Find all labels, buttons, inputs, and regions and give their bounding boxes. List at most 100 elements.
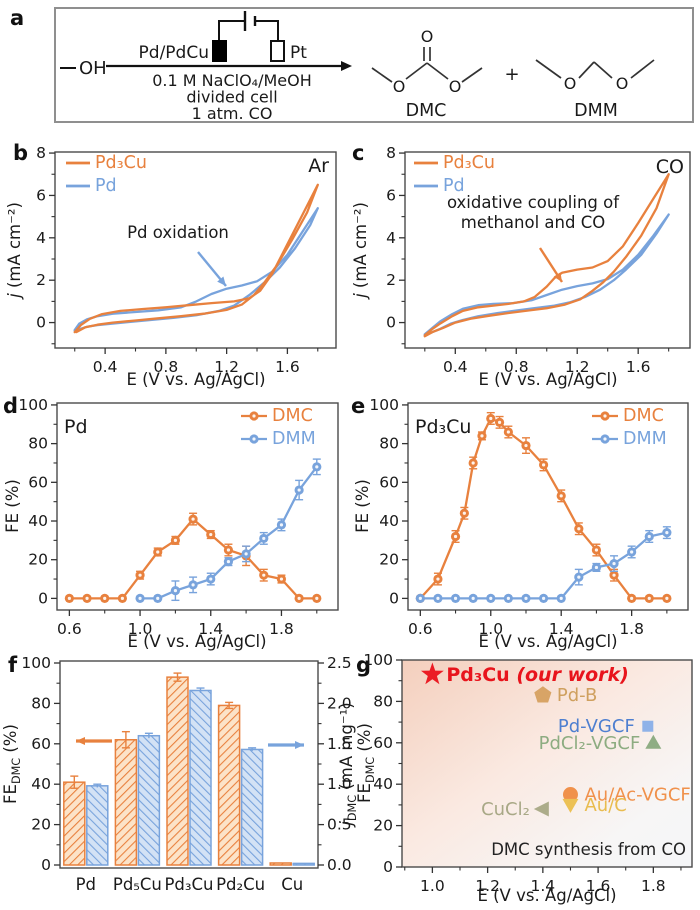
- svg-text:divided cell: divided cell: [186, 88, 277, 107]
- svg-text:E (V vs. Ag/AgCl): E (V vs. Ag/AgCl): [478, 370, 617, 389]
- svg-text:E (V vs. Ag/AgCl): E (V vs. Ag/AgCl): [126, 370, 265, 389]
- svg-text:100: 100: [21, 654, 51, 672]
- panel-letter-e: e: [351, 394, 366, 418]
- svg-text:0.1 M NaClO₄/MeOH: 0.1 M NaClO₄/MeOH: [152, 71, 311, 90]
- panel-d-chart: 0.6 1.0 1.4 1.8 0 20 40 60 80 100 E (V vs. Ag/AgCl…: [3, 396, 339, 651]
- svg-text:0.4: 0.4: [443, 358, 468, 376]
- svg-text:0: 0: [38, 589, 48, 607]
- panel-g-chart: 1.0 1.2 1.4 1.6 1.8 0 20 40 60 80 100 E (V vs. Ag/A…: [355, 651, 693, 905]
- svg-text:CuCl₂: CuCl₂: [481, 799, 530, 820]
- svg-text:Au/C: Au/C: [584, 795, 626, 816]
- svg-text:8: 8: [36, 144, 46, 162]
- svg-text:FEDMC (%): FEDMC (%): [1, 724, 23, 804]
- panel-letter-a: a: [10, 6, 25, 30]
- svg-text:DMM: DMM: [623, 429, 667, 449]
- svg-text:1.6: 1.6: [586, 877, 611, 895]
- svg-text:0.0: 0.0: [327, 856, 352, 874]
- panel-c-chart: 0.4 0.8 1.2 1.6 0 2 4 6 8 E (V vs. Ag/AgCl) j (mA …: [351, 144, 691, 389]
- svg-text:DMC: DMC: [406, 101, 447, 121]
- svg-text:1.4: 1.4: [198, 620, 223, 638]
- svg-text:80: 80: [379, 435, 399, 453]
- svg-text:1.4: 1.4: [549, 620, 574, 638]
- svg-text:60: 60: [31, 735, 51, 753]
- svg-text:0: 0: [36, 314, 46, 332]
- svg-text:40: 40: [373, 775, 393, 793]
- svg-text:0.5: 0.5: [327, 816, 352, 834]
- svg-text:20: 20: [373, 817, 393, 835]
- svg-text:2.5: 2.5: [327, 654, 352, 672]
- svg-text:Au/Ac-VGCF: Au/Ac-VGCF: [584, 785, 690, 806]
- svg-text:40: 40: [31, 775, 51, 793]
- svg-text:4: 4: [36, 229, 46, 247]
- svg-text:2: 2: [36, 271, 46, 289]
- svg-text:O: O: [393, 77, 406, 96]
- svg-text:Pd oxidation: Pd oxidation: [127, 223, 229, 242]
- panel-letter-c: c: [352, 141, 365, 165]
- svg-text:2: 2: [386, 271, 396, 289]
- svg-text:1.0: 1.0: [420, 877, 445, 895]
- svg-text:60: 60: [28, 473, 48, 491]
- svg-text:20: 20: [379, 551, 399, 569]
- svg-text:Pd₃Cu: Pd₃Cu: [95, 153, 147, 173]
- svg-text:Ar: Ar: [308, 155, 329, 177]
- svg-text:Cu: Cu: [281, 875, 303, 894]
- svg-text:Pd₃Cu: Pd₃Cu: [164, 875, 213, 894]
- svg-text:20: 20: [28, 551, 48, 569]
- svg-text:0: 0: [41, 856, 51, 874]
- svg-text:Pd: Pd: [443, 176, 465, 196]
- panel-letter-d: d: [3, 394, 19, 418]
- svg-text:Pt: Pt: [290, 43, 307, 63]
- panel-letter-f: f: [8, 653, 18, 677]
- svg-text:O: O: [616, 74, 629, 93]
- svg-text:60: 60: [379, 473, 399, 491]
- svg-text:100: 100: [369, 396, 399, 414]
- svg-text:DMC: DMC: [272, 406, 313, 426]
- svg-text:100: 100: [363, 651, 393, 669]
- svg-text:methanol and CO: methanol and CO: [461, 213, 605, 232]
- svg-text:60: 60: [373, 734, 393, 752]
- svg-text:1.8: 1.8: [269, 620, 294, 638]
- svg-text:E (V vs. Ag/AgCl): E (V vs. Ag/AgCl): [127, 632, 266, 651]
- svg-text:2.0: 2.0: [327, 694, 352, 712]
- svg-text:Pd: Pd: [76, 875, 96, 894]
- svg-text:Pd₃Cu: Pd₃Cu: [443, 153, 495, 173]
- svg-text:40: 40: [379, 512, 399, 530]
- svg-text:6: 6: [386, 186, 396, 204]
- svg-text:Pd₃Cu (our work): Pd₃Cu (our work): [446, 664, 629, 686]
- svg-text:Pd₂Cu: Pd₂Cu: [216, 875, 265, 894]
- svg-text:j (mA cm⁻²): j (mA cm⁻²): [5, 202, 24, 300]
- svg-text:1 atm. CO: 1 atm. CO: [192, 104, 273, 123]
- svg-text:20: 20: [31, 816, 51, 834]
- svg-text:0.8: 0.8: [154, 358, 179, 376]
- svg-text:OH: OH: [79, 58, 107, 79]
- panel-b-chart: 0.4 0.8 1.2 1.6 0 2 4 6 8 E (V vs. Ag/AgCl) j (mA …: [5, 144, 337, 389]
- svg-text:E (V vs. Ag/AgCl): E (V vs. Ag/AgCl): [478, 632, 617, 651]
- svg-text:1.2: 1.2: [475, 877, 500, 895]
- svg-text:80: 80: [373, 692, 393, 710]
- svg-text:FE (%): FE (%): [3, 479, 22, 533]
- svg-text:Pd/PdCu: Pd/PdCu: [139, 43, 209, 63]
- svg-text:E (V vs. Ag/AgCl): E (V vs. Ag/AgCl): [477, 886, 616, 905]
- svg-text:Pd: Pd: [64, 416, 88, 438]
- svg-text:+: +: [504, 64, 519, 85]
- svg-text:DMM: DMM: [272, 429, 316, 449]
- svg-text:1.0: 1.0: [327, 775, 352, 793]
- svg-text:1.5: 1.5: [327, 735, 352, 753]
- panel-letter-g: g: [356, 653, 372, 677]
- svg-text:oxidative coupling of: oxidative coupling of: [447, 193, 620, 212]
- svg-text:40: 40: [28, 512, 48, 530]
- svg-text:0.6: 0.6: [57, 620, 82, 638]
- svg-text:DMC synthesis from CO: DMC synthesis from CO: [491, 840, 686, 859]
- svg-text:0: 0: [383, 858, 393, 876]
- svg-text:1.0: 1.0: [128, 620, 153, 638]
- panel-e-chart: 0.6 1.0 1.4 1.8 0 20 40 60 80 100 E (V vs. Ag/AgCl…: [353, 396, 689, 651]
- svg-text:1.6: 1.6: [626, 358, 651, 376]
- svg-text:PdCl₂-VGCF: PdCl₂-VGCF: [539, 733, 641, 754]
- svg-text:1.4: 1.4: [531, 877, 556, 895]
- svg-text:jDMC (mA mg⁻¹): jDMC (mA mg⁻¹): [337, 702, 359, 827]
- svg-text:Pd-VGCF: Pd-VGCF: [558, 716, 635, 737]
- svg-text:0.6: 0.6: [408, 620, 433, 638]
